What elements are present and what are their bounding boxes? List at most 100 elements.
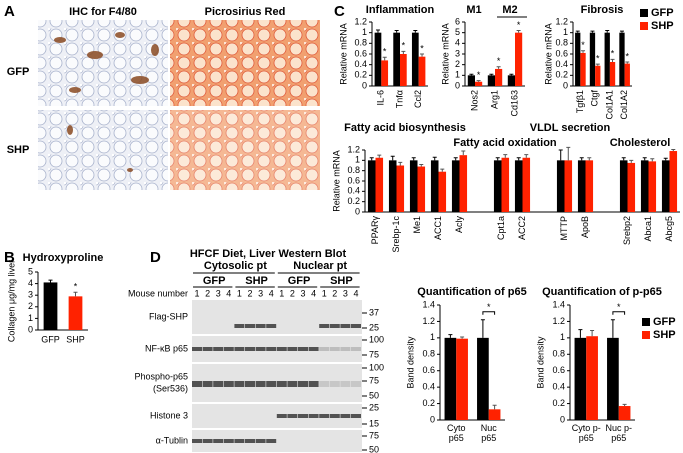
blot-band bbox=[266, 439, 277, 443]
y-tick-label: 0 bbox=[560, 414, 565, 424]
error-bar bbox=[432, 156, 437, 161]
y-tick-label: 0 bbox=[563, 80, 568, 90]
lane-number: 1 bbox=[322, 288, 327, 298]
column-header: IHC for F4/80 bbox=[69, 6, 137, 18]
mw-marker: 75 bbox=[369, 375, 379, 385]
blot-band bbox=[245, 347, 255, 351]
bar bbox=[409, 160, 418, 212]
x-tick-label-box: Cyto p-p65 bbox=[572, 423, 601, 443]
x-tick-label-box: Nuc p-p65 bbox=[605, 423, 632, 443]
y-tick-label: 0.6 bbox=[555, 48, 568, 58]
y-axis-label: Band density bbox=[535, 336, 545, 389]
blot-band bbox=[340, 347, 351, 351]
blot-row-label: α-Tublin bbox=[156, 435, 188, 445]
y-tick-label: 1.2 bbox=[555, 16, 568, 26]
error-bar bbox=[595, 63, 600, 66]
bar bbox=[375, 157, 384, 212]
legend-label: GFP bbox=[653, 316, 676, 328]
mw-marker: 75 bbox=[369, 430, 379, 440]
error-bar bbox=[390, 155, 395, 161]
error-bar bbox=[413, 30, 418, 33]
error-bar bbox=[671, 148, 676, 152]
sig-label: * bbox=[477, 70, 481, 80]
blot-band bbox=[266, 381, 277, 387]
x-tick-label: Nuc p-p65 bbox=[605, 423, 632, 443]
blot-band bbox=[202, 439, 213, 443]
sig-label: * bbox=[626, 51, 630, 61]
x-tick-label: Arg1 bbox=[489, 90, 499, 109]
blot-band bbox=[234, 324, 245, 328]
blot-band bbox=[319, 324, 330, 328]
error-bar bbox=[382, 56, 387, 61]
lane-number: 1 bbox=[237, 288, 242, 298]
blot-band bbox=[255, 347, 266, 351]
blot-band bbox=[266, 324, 277, 328]
lane-number: 1 bbox=[279, 288, 284, 298]
legend-label: SHP bbox=[653, 329, 676, 341]
sig-bracket bbox=[612, 311, 626, 315]
y-tick-label: 0.8 bbox=[422, 349, 435, 359]
legend-swatch bbox=[640, 22, 648, 30]
error-bar bbox=[420, 53, 425, 57]
mw-marker: 37 bbox=[369, 307, 379, 317]
blot-band bbox=[234, 347, 245, 351]
blot-band bbox=[276, 381, 287, 387]
y-tick-label: 1.2 bbox=[354, 16, 367, 26]
y-axis-label: Relative mRNA bbox=[440, 23, 450, 85]
blot-band bbox=[298, 381, 308, 387]
bar bbox=[574, 337, 587, 420]
error-bar bbox=[581, 50, 586, 53]
blot-band bbox=[287, 414, 298, 418]
blot-band bbox=[202, 347, 213, 351]
legend-label: GFP bbox=[651, 7, 674, 19]
y-tick-label: 5 bbox=[28, 266, 33, 276]
y-tick-label: 1.4 bbox=[552, 299, 565, 309]
legend-swatch bbox=[640, 9, 648, 17]
y-tick-label: 0 bbox=[362, 80, 367, 90]
bar bbox=[393, 32, 400, 86]
bar bbox=[430, 160, 439, 212]
panel-label: D bbox=[150, 249, 161, 266]
lane-number: 1 bbox=[194, 288, 199, 298]
bar bbox=[580, 52, 586, 86]
bar bbox=[619, 160, 628, 212]
bar bbox=[444, 337, 457, 420]
y-tick-label: 0.6 bbox=[552, 365, 565, 375]
y-tick-label: 1 bbox=[560, 332, 565, 342]
x-tick-label: ACC2 bbox=[517, 216, 527, 240]
blot-band bbox=[308, 347, 319, 351]
bar bbox=[575, 32, 581, 86]
blot-band bbox=[245, 381, 255, 387]
lane-number: 4 bbox=[311, 288, 316, 298]
y-tick-label: 2 bbox=[455, 59, 460, 69]
sig-label: * bbox=[596, 54, 600, 64]
error-bar bbox=[650, 158, 655, 162]
bar bbox=[367, 160, 376, 212]
y-tick-label: 0.4 bbox=[552, 382, 565, 392]
bar bbox=[456, 338, 468, 420]
bar bbox=[618, 406, 631, 420]
mw-marker: 100 bbox=[369, 334, 384, 344]
bar bbox=[669, 151, 678, 212]
error-bar bbox=[516, 157, 521, 161]
bar bbox=[396, 165, 405, 212]
mw-marker: 50 bbox=[369, 390, 379, 400]
error-bar bbox=[575, 30, 580, 33]
x-tick-label: Acly bbox=[454, 216, 464, 234]
blot-band bbox=[351, 347, 361, 351]
bar bbox=[467, 75, 475, 86]
y-tick-label: 3 bbox=[455, 48, 460, 58]
chart-title: Hydroxyproline bbox=[23, 252, 104, 264]
y-tick-label: 1 bbox=[455, 70, 460, 80]
lane-number: 3 bbox=[216, 288, 221, 298]
blot-band bbox=[245, 439, 255, 443]
error-bar bbox=[476, 80, 481, 82]
x-tick-label: Col1A2 bbox=[619, 90, 629, 120]
error-bar bbox=[663, 157, 668, 161]
error-bar bbox=[401, 50, 406, 54]
annotation: Fatty acid biosynthesis bbox=[344, 122, 466, 134]
blot-band bbox=[340, 381, 351, 387]
y-axis-label: Collagen μg/mg liver bbox=[6, 260, 16, 342]
bar bbox=[522, 157, 531, 212]
